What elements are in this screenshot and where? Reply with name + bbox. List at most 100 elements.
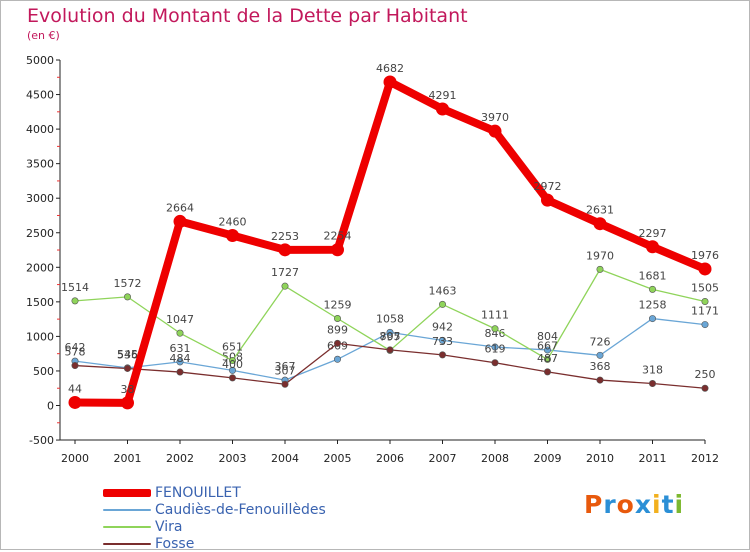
data-label-caudies-de-fenouilledes: 1171: [691, 305, 719, 318]
data-point-caudies-de-fenouilledes: [386, 328, 394, 336]
legend-label: FENOUILLET: [155, 484, 241, 501]
data-point-vira: [491, 325, 499, 333]
data-label-vira: 1047: [166, 313, 194, 326]
data-label-fenouillet: 2253: [271, 230, 299, 243]
data-label-vira: 1572: [114, 277, 142, 290]
data-point-fenouillet: [121, 396, 134, 410]
data-point-fenouillet: [68, 395, 82, 409]
data-point-vira: [596, 265, 604, 273]
data-label-vira: 797: [380, 330, 401, 343]
x-tick-label: 2000: [61, 452, 89, 465]
x-tick-label: 2009: [534, 452, 562, 465]
x-tick-label: 2010: [586, 452, 614, 465]
data-point-fenouillet: [278, 243, 292, 257]
data-point-vira: [124, 293, 132, 301]
data-label-fosse: 484: [170, 352, 191, 365]
data-point-caudies-de-fenouilledes: [491, 343, 499, 351]
x-tick-label: 2008: [481, 452, 509, 465]
data-point-fenouillet: [436, 102, 449, 116]
data-label-fosse: 578: [65, 346, 86, 359]
x-tick-label: 2002: [166, 452, 194, 465]
data-label-fenouillet: 44: [68, 382, 82, 395]
data-point-fosse: [333, 339, 341, 347]
data-point-fenouillet: [698, 262, 712, 276]
data-point-caudies-de-fenouilledes: [543, 346, 551, 354]
chart-subtitle: (en €): [27, 29, 60, 42]
data-label-vira: 1463: [429, 284, 457, 297]
data-point-fosse: [648, 380, 656, 388]
data-point-vira: [281, 282, 289, 290]
y-tick-label: 4000: [26, 123, 54, 136]
y-tick-label: 500: [33, 365, 54, 378]
data-point-fosse: [596, 376, 604, 384]
y-tick-label: 4500: [26, 89, 54, 102]
data-label-vira: 1727: [271, 266, 299, 279]
data-point-vira: [71, 297, 79, 305]
legend-item-vira: Vira: [103, 518, 326, 535]
data-label-caudies-de-fenouilledes: 804: [537, 330, 558, 343]
legend-item-caudies-de-fenouilledes: Caudiès-de-Fenouillèdes: [103, 501, 326, 518]
data-point-fenouillet: [541, 193, 554, 207]
data-point-fosse: [124, 364, 132, 372]
data-point-caudies-de-fenouilledes: [333, 355, 341, 363]
data-label-vira: 1970: [586, 249, 614, 262]
legend-label: Caudiès-de-Fenouillèdes: [155, 501, 326, 518]
data-point-caudies-de-fenouilledes: [648, 315, 656, 323]
data-label-fenouillet: 1976: [691, 249, 719, 262]
data-point-vira: [648, 285, 656, 293]
x-tick-label: 2003: [219, 452, 247, 465]
legend-label: Vira: [155, 518, 183, 535]
data-point-caudies-de-fenouilledes: [229, 366, 237, 374]
data-point-caudies-de-fenouilledes: [596, 351, 604, 359]
data-point-fenouillet: [383, 75, 397, 89]
data-label-fenouillet: 2254: [324, 230, 352, 243]
legend-swatch: [103, 508, 151, 511]
y-tick-label: 3500: [26, 158, 54, 171]
data-label-fosse: 318: [642, 364, 663, 377]
data-label-caudies-de-fenouilledes: 545: [117, 348, 138, 361]
data-point-fenouillet: [488, 124, 502, 138]
y-tick-label: 5000: [26, 54, 54, 67]
x-tick-label: 2011: [639, 452, 667, 465]
data-point-fosse: [281, 380, 289, 388]
x-tick-label: 2005: [324, 452, 352, 465]
data-label-vira: 1259: [324, 299, 352, 312]
data-label-fosse: 307: [275, 364, 296, 377]
data-label-caudies-de-fenouilledes: 642: [65, 341, 86, 354]
x-tick-label: 2001: [114, 452, 142, 465]
legend-swatch: [103, 542, 151, 545]
legend-item-fenouillet: FENOUILLET: [103, 484, 326, 501]
data-label-fenouillet: 2631: [586, 204, 614, 217]
data-point-fenouillet: [593, 217, 607, 231]
data-label-fosse: 619: [485, 343, 506, 356]
data-label-caudies-de-fenouilledes: 631: [170, 342, 191, 355]
y-tick-label: 2000: [26, 261, 54, 274]
data-point-fenouillet: [173, 214, 187, 228]
data-label-fenouillet: 2297: [639, 227, 667, 240]
data-label-fenouillet: 3970: [481, 111, 509, 124]
data-label-fenouillet: 38: [121, 383, 135, 396]
legend-item-fosse: Fosse: [103, 535, 326, 552]
data-point-caudies-de-fenouilledes: [701, 321, 709, 329]
data-point-vira: [176, 329, 184, 337]
data-label-fosse: 368: [590, 360, 611, 373]
data-label-caudies-de-fenouilledes: 367: [275, 360, 296, 373]
y-tick-label: 0: [47, 400, 54, 413]
data-label-fosse: 487: [537, 352, 558, 365]
data-point-fosse: [491, 359, 499, 367]
y-tick-label: 2500: [26, 227, 54, 240]
data-label-vira: 651: [222, 341, 243, 354]
data-point-vira: [543, 355, 551, 363]
data-label-fosse: 536: [117, 348, 138, 361]
data-label-fosse: 733: [432, 335, 453, 348]
y-tick-label: 3000: [26, 192, 54, 205]
data-label-fosse: 899: [327, 323, 348, 336]
data-point-vira: [333, 315, 341, 323]
proxiti-logo: Proxiti: [584, 490, 685, 519]
data-label-fosse: 250: [695, 368, 716, 381]
data-point-caudies-de-fenouilledes: [176, 358, 184, 366]
data-label-vira: 1681: [639, 269, 667, 282]
data-label-caudies-de-fenouilledes: 1258: [639, 299, 667, 312]
chart-legend: FENOUILLET Caudiès-de-Fenouillèdes Vira Fos…: [103, 484, 326, 552]
